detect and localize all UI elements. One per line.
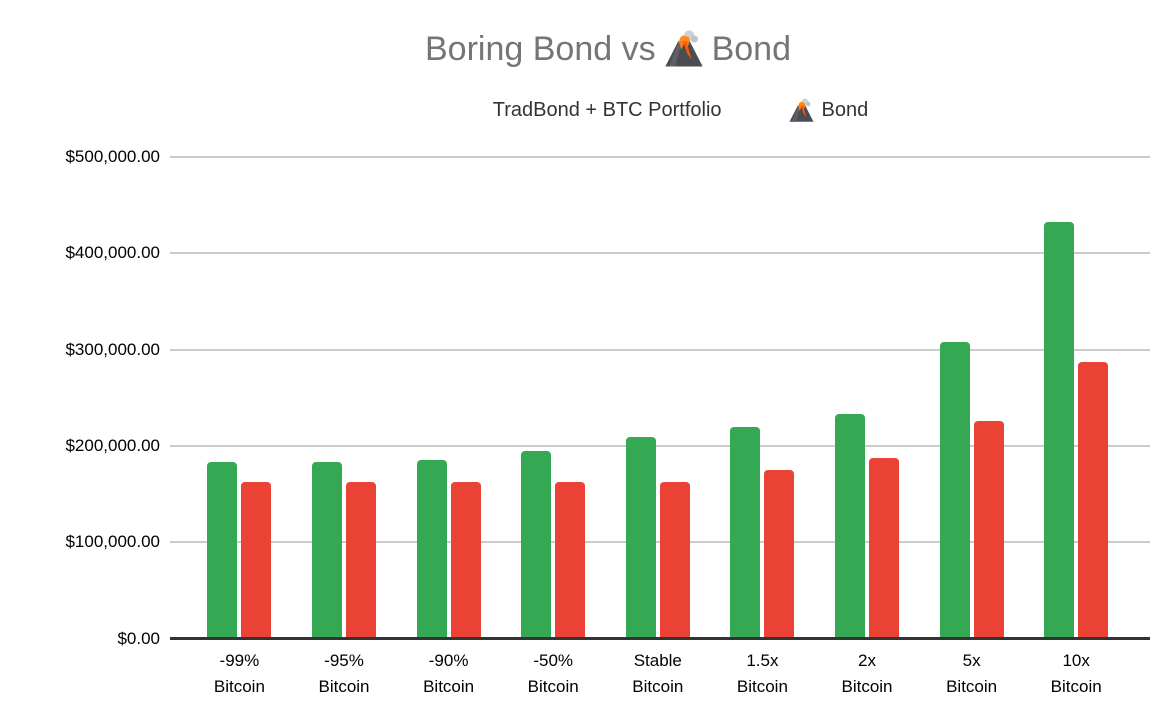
bar-volcano-bond-10x-bitcoin[interactable] <box>1078 362 1109 637</box>
y-axis-tick-label-100000: $100,000.00 <box>65 532 160 552</box>
bar-tradbond-btc-portfolio-99-bitcoin[interactable] <box>207 462 238 637</box>
bar-tradbond-btc-portfolio-stable-bitcoin[interactable] <box>625 437 656 637</box>
y-axis-tick-label-300000: $300,000.00 <box>65 339 160 359</box>
bar-tradbond-btc-portfolio-10x-bitcoin[interactable] <box>1044 221 1075 637</box>
bar-volcano-bond-95-bitcoin[interactable] <box>346 481 376 637</box>
chart-legend: TradBond + BTC Portfolio Bond <box>170 95 1150 125</box>
x-axis-tick-label-99-bitcoin: -99% Bitcoin <box>213 651 265 696</box>
gridline-200000 <box>170 444 1150 447</box>
legend-label-tradbond-btc-portfolio: TradBond + BTC Portfolio <box>492 98 722 121</box>
x-axis-tick-label-stable-bitcoin: Stable Bitcoin <box>632 651 684 696</box>
bar-volcano-bond-99-bitcoin[interactable] <box>241 481 272 637</box>
legend-swatch-red <box>756 101 775 120</box>
y-axis-tick-label-400000: $400,000.00 <box>65 243 160 263</box>
legend-swatch-green <box>452 101 471 120</box>
bar-volcano-bond-1.5x-bitcoin[interactable] <box>764 469 795 637</box>
bar-volcano-bond-5x-bitcoin[interactable] <box>973 420 1004 637</box>
bar-volcano-bond-50-bitcoin[interactable] <box>555 481 586 637</box>
x-axis-line <box>170 637 1150 640</box>
bar-tradbond-btc-portfolio-90-bitcoin[interactable] <box>416 460 447 637</box>
legend-item-volcano-bond[interactable]: Bond <box>756 97 869 124</box>
bar-tradbond-btc-portfolio-95-bitcoin[interactable] <box>312 462 342 637</box>
bar-tradbond-btc-portfolio-5x-bitcoin[interactable] <box>939 341 970 637</box>
x-axis-tick-label-90-bitcoin: -90% Bitcoin <box>423 651 475 696</box>
y-axis-tick-label-500000: $500,000.00 <box>65 147 160 166</box>
chart-title-suffix: Bond <box>711 30 791 68</box>
x-axis-tick-label-50-bitcoin: -50% Bitcoin <box>527 651 579 696</box>
volcano-emoji-icon <box>664 30 703 67</box>
legend-item-tradbond-btc-portfolio[interactable]: TradBond + BTC Portfolio <box>452 99 722 122</box>
chart-title-prefix: Boring Bond vs <box>425 30 656 68</box>
volcano-emoji-icon <box>789 98 814 122</box>
bar-volcano-bond-90-bitcoin[interactable] <box>450 481 481 637</box>
gridline-500000 <box>170 156 1150 158</box>
x-axis-tick-label-5x-bitcoin: 5x Bitcoin <box>946 651 998 696</box>
gridline-400000 <box>170 252 1150 255</box>
x-axis-tick-label-95-bitcoin: -95% Bitcoin <box>318 651 370 696</box>
bar-volcano-bond-stable-bitcoin[interactable] <box>659 481 690 637</box>
bar-tradbond-btc-portfolio-2x-bitcoin[interactable] <box>835 414 865 637</box>
gridline-300000 <box>170 348 1150 351</box>
legend-label-volcano-bond: Bond <box>821 98 869 121</box>
x-axis-tick-label-1.5x-bitcoin: 1.5x Bitcoin <box>736 651 788 696</box>
bar-volcano-bond-2x-bitcoin[interactable] <box>869 458 899 637</box>
chart-title: Boring Bond vs Bond <box>24 28 1168 70</box>
y-axis-tick-label-200000: $200,000.00 <box>65 435 160 455</box>
x-axis-tick-label-10x-bitcoin: 10x Bitcoin <box>1050 651 1102 696</box>
bar-tradbond-btc-portfolio-1.5x-bitcoin[interactable] <box>730 426 761 637</box>
x-axis-tick-label-2x-bitcoin: 2x Bitcoin <box>841 651 893 696</box>
bar-tradbond-btc-portfolio-50-bitcoin[interactable] <box>521 450 552 637</box>
y-axis-tick-label-0: $0.00 <box>117 628 160 648</box>
